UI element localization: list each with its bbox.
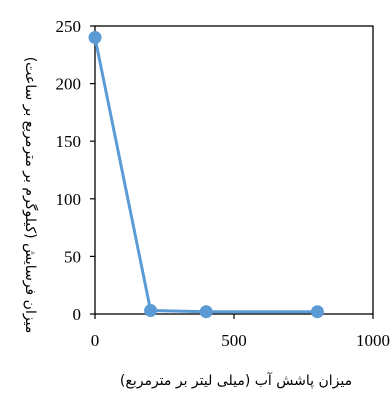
y-tick-label: 200	[56, 75, 82, 94]
x-tick-label: 1000	[356, 331, 390, 350]
y-tick-label: 50	[64, 247, 81, 266]
data-point	[199, 305, 213, 319]
y-axis-title: میزان فرسایش (کیلوگرم بر مترمربع بر ساعت…	[22, 57, 39, 334]
y-tick-label: 250	[56, 17, 82, 36]
x-tick-label: 0	[91, 331, 100, 350]
y-tick-label: 150	[56, 132, 82, 151]
data-point	[144, 304, 158, 318]
plot-frame	[94, 25, 374, 315]
x-tick-label: 500	[221, 331, 247, 350]
data-point	[88, 31, 102, 45]
plot-area	[88, 25, 374, 319]
x-axis-title: میزان پاشش آب (میلی لیتر بر مترمربع)	[120, 372, 352, 389]
data-point	[310, 305, 324, 319]
y-tick-label: 100	[56, 190, 82, 209]
series-line	[93, 37, 318, 314]
y-tick-label: 0	[73, 305, 82, 324]
axis-ticks: 0 50 100 150 200 250 0 500 1000	[56, 17, 390, 350]
